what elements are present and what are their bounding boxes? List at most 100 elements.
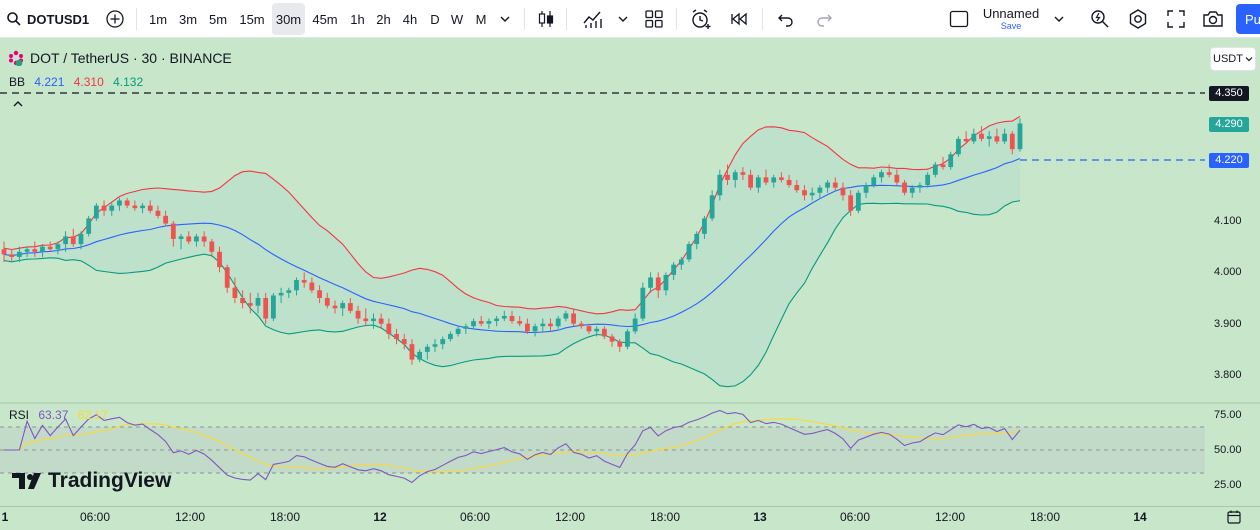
candle-body <box>817 187 823 193</box>
candle-body <box>448 333 453 340</box>
templates-button[interactable] <box>640 0 668 38</box>
candle-body <box>971 133 977 142</box>
alert-button[interactable] <box>686 0 716 38</box>
time-axis[interactable] <box>0 506 1260 528</box>
candle-body <box>409 344 415 360</box>
bb-legend[interactable]: BB 4.221 4.310 4.132 <box>9 75 143 89</box>
interval-15m[interactable]: 15m <box>239 11 265 27</box>
bb-upper-line <box>3 115 1021 315</box>
candle-body <box>894 174 900 183</box>
candle-body <box>702 218 707 234</box>
snapshot-button[interactable] <box>1198 0 1228 38</box>
collapse-legend-button[interactable] <box>12 98 24 112</box>
layout-checkbox[interactable] <box>946 0 972 38</box>
candle-body <box>209 241 215 252</box>
candle-body <box>932 164 938 175</box>
interval-w[interactable]: W <box>450 11 464 27</box>
redo-button[interactable] <box>810 0 838 38</box>
candle-body <box>517 321 523 324</box>
candle-body <box>1 249 7 255</box>
layout-name: Unnamed <box>982 6 1040 21</box>
chevron-down-icon <box>1054 16 1064 22</box>
candle-body <box>678 259 684 265</box>
interval-30m[interactable]: 30m <box>272 3 305 35</box>
square-icon <box>949 10 969 28</box>
gear-icon <box>1129 9 1147 29</box>
candle-body <box>578 323 584 327</box>
replay-button[interactable] <box>726 0 754 38</box>
alert-price-tag[interactable]: 4.350 <box>1209 86 1249 101</box>
time-label: 13 <box>753 510 767 524</box>
interval-4h[interactable]: 4h <box>402 11 418 27</box>
currency-selector[interactable]: USDT <box>1210 47 1256 71</box>
chart-type-button[interactable] <box>532 0 560 38</box>
rsi-legend[interactable]: RSI 63.37 62.17 <box>9 408 108 422</box>
candle-body <box>494 318 500 322</box>
candle-body <box>663 274 669 291</box>
rsi-tick: 50.00 <box>1214 444 1242 456</box>
time-label: 18:00 <box>269 510 301 524</box>
candle-body <box>117 200 122 206</box>
candle-body <box>809 192 815 196</box>
interval-3m[interactable]: 3m <box>178 11 198 27</box>
time-label: 12:00 <box>554 510 586 524</box>
indicators-dropdown[interactable] <box>612 0 634 38</box>
candle-body <box>555 318 561 327</box>
rsi-line <box>4 409 1021 484</box>
candle-body <box>1017 123 1023 150</box>
candle-body <box>371 318 376 322</box>
separator <box>566 8 567 30</box>
candle-body <box>186 236 192 242</box>
bb-label: BB <box>9 75 26 89</box>
time-label: 12 <box>373 510 387 524</box>
price-tick: 3.800 <box>1214 369 1242 381</box>
candle-body <box>671 264 677 275</box>
quick-search-button[interactable] <box>1086 0 1114 38</box>
candle-body <box>317 290 322 298</box>
interval-1m[interactable]: 1m <box>148 11 168 27</box>
time-label: 12:00 <box>934 510 966 524</box>
candle-body <box>455 328 461 334</box>
chart-legend: DOT / TetherUS · 30 · BINANCE <box>8 50 232 66</box>
candle-body <box>40 246 45 252</box>
rsi-value: 63.37 <box>38 408 69 422</box>
interval-45m[interactable]: 45m <box>312 11 338 27</box>
undo-button[interactable] <box>772 0 800 38</box>
price-tick: 4.100 <box>1214 215 1242 227</box>
layout-dropdown[interactable] <box>1048 0 1070 38</box>
separator <box>676 8 677 30</box>
candle-body <box>586 326 592 332</box>
candle-body <box>940 164 946 168</box>
interval-1h[interactable]: 1h <box>350 11 365 27</box>
candle-body <box>224 267 230 288</box>
fullscreen-button[interactable] <box>1162 0 1190 38</box>
candle-body <box>424 346 430 352</box>
publish-button[interactable]: Pu <box>1236 4 1260 34</box>
interval-d[interactable]: D <box>430 11 440 27</box>
tradingview-watermark[interactable]: TradingView <box>12 469 171 493</box>
goto-date-button[interactable] <box>1226 509 1242 530</box>
candle-body <box>740 172 746 175</box>
interval-2h[interactable]: 2h <box>376 11 391 27</box>
rsi-ma-value: 62.17 <box>77 408 108 422</box>
layout-name-button[interactable]: Unnamed Save <box>976 0 1046 38</box>
compare-symbol-button[interactable] <box>102 0 128 38</box>
symbol-search-button[interactable]: DOTUSD1 <box>6 0 90 38</box>
candle-body <box>194 236 199 242</box>
candle-body <box>786 179 792 186</box>
candle-body <box>178 236 184 239</box>
interval-dropdown[interactable] <box>494 0 516 38</box>
price-tick: 4.000 <box>1214 266 1242 278</box>
candle-body <box>879 172 884 178</box>
candle-body <box>748 174 754 188</box>
candle-body <box>278 292 284 296</box>
candle-body <box>632 318 638 332</box>
top-toolbar: DOTUSD1 1m 3m 5m 15m 30m 45m 1h 2h 4h D … <box>0 0 1260 38</box>
interval-m[interactable]: M <box>475 11 487 27</box>
candle-body <box>848 195 854 211</box>
indicators-button[interactable] <box>578 0 608 38</box>
interval-5m[interactable]: 5m <box>208 11 228 27</box>
settings-button[interactable] <box>1124 0 1152 38</box>
candle-body <box>294 280 299 291</box>
